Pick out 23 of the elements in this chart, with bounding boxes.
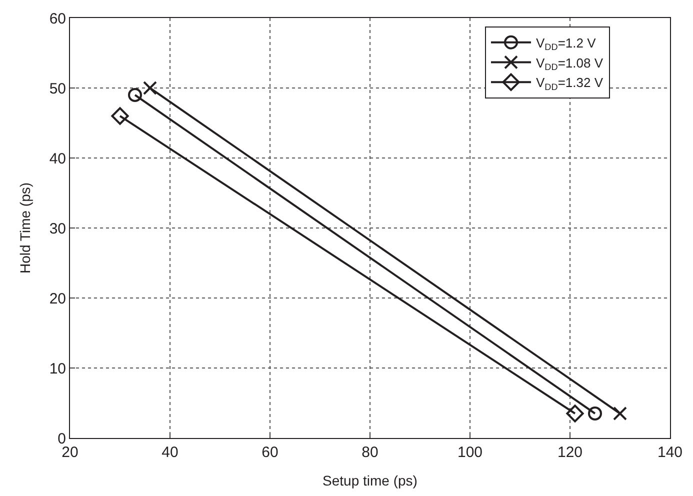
point <box>128 88 142 102</box>
legend-label: V$_{DD}$=1.32 V <box>536 75 604 92</box>
y-tick-label: 60 <box>49 10 66 28</box>
point <box>111 107 129 125</box>
point <box>143 81 157 95</box>
point <box>566 404 584 422</box>
y-tick-label: 20 <box>49 290 66 308</box>
y-tick-label: 50 <box>49 80 66 98</box>
y-tick-label: 40 <box>49 150 66 168</box>
x-tick-label: 80 <box>362 444 378 461</box>
y-tick-label: 10 <box>49 360 66 378</box>
x-tick-label: 140 <box>657 444 683 461</box>
y-tick-label: 30 <box>49 220 66 238</box>
x-tick-label: 40 <box>162 444 178 461</box>
x-axis-title: Setup time (ps) <box>322 472 418 488</box>
x-tick-label: 100 <box>457 444 483 461</box>
x-tick-label: 60 <box>262 444 278 461</box>
x-tick-label: 120 <box>557 444 583 461</box>
legend-label: V$_{DD}$=1.2 V <box>536 35 596 52</box>
legend-label: V$_{DD}$=1.08 V <box>536 55 604 72</box>
y-axis-title: Hold Time (ps) <box>16 182 33 274</box>
point <box>588 406 602 420</box>
point <box>613 406 627 420</box>
